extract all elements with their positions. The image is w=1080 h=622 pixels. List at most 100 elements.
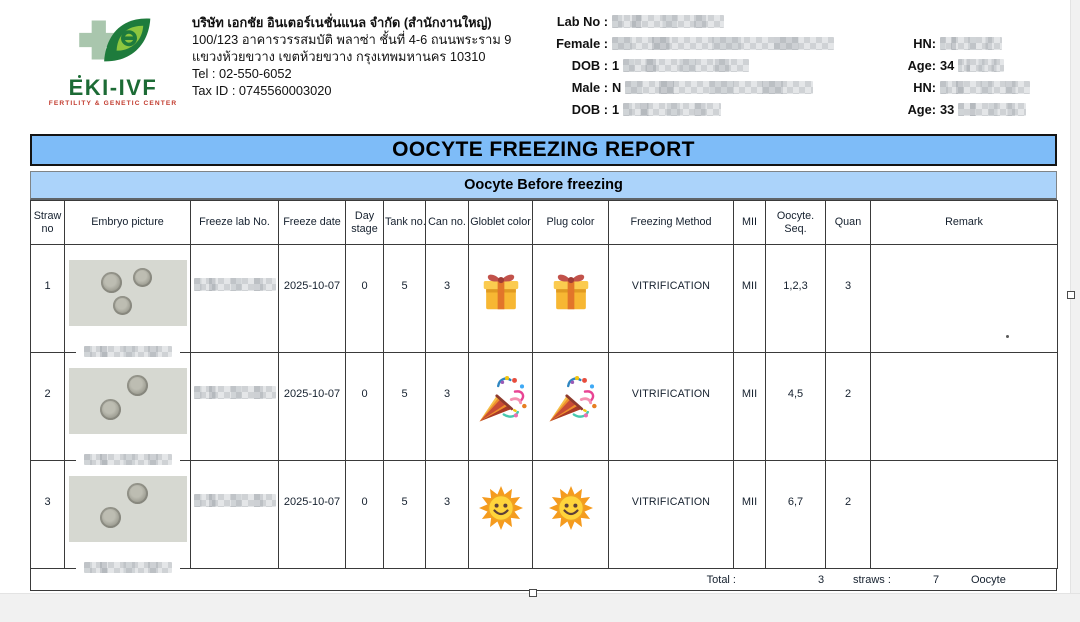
female-dob-redacted <box>623 58 750 72</box>
table-row: 2 2025-10-07 0 5 3 VITRIFICATION MII 4,5 2 <box>30 352 1058 472</box>
male-dob-prefix: 1 <box>612 101 620 117</box>
patient-info-left: Lab No : Female : DOB : 1 Male : N DOB :… <box>540 10 834 120</box>
tank-no-cell: 5 <box>383 460 426 569</box>
oocyte <box>132 268 152 287</box>
mii-cell: MII <box>733 244 766 353</box>
male-dob-redacted <box>623 102 722 116</box>
column-header-freeze-lab-no: Freeze lab No. <box>190 200 279 245</box>
column-header-freezing-method: Freezing Method <box>608 200 734 245</box>
oocyte <box>99 507 121 528</box>
total-straws-value: 3 <box>817 574 825 586</box>
freeze-lab-no-cell <box>190 352 279 461</box>
column-header-oocyte-seq: Oocyte. Seq. <box>765 200 826 245</box>
can-no-cell: 3 <box>425 244 469 353</box>
freeze-lab-no-redacted <box>193 385 276 399</box>
table-row: 1 2025-10-07 0 5 3 VITRIFICATION MII 1,2,3 3 <box>30 244 1058 364</box>
embryo-picture-cell <box>64 244 191 364</box>
freeze-date-cell: 2025-10-07 <box>278 244 346 353</box>
male-name-redacted <box>625 80 814 94</box>
company-tel: Tel : 02-550-6052 <box>192 66 292 81</box>
selection-handle-right[interactable] <box>1067 291 1075 299</box>
quan-cell: 3 <box>825 244 871 353</box>
document-page: EKI-IVF FERTILITY & GENETIC CENTER บริษั… <box>0 0 1070 593</box>
mii-cell: MII <box>733 460 766 569</box>
freeze-date-cell: 2025-10-07 <box>278 352 346 461</box>
sun-icon <box>477 484 525 532</box>
female-age-redacted <box>958 58 1005 72</box>
embryo-photo <box>68 476 187 542</box>
selection-handle-bottom[interactable] <box>529 589 537 597</box>
photo-caption-redacted <box>75 554 180 580</box>
photo-caption-redacted <box>75 338 180 364</box>
female-hn-row: HN: <box>878 32 1030 54</box>
report-title-bar: OOCYTE FREEZING REPORT <box>30 134 1057 166</box>
brand-dot <box>78 75 81 78</box>
plug-color-cell <box>532 244 609 353</box>
lab-no-value-redacted <box>612 14 724 28</box>
lab-no-row: Lab No : <box>540 10 834 32</box>
company-info: บริษัท เอกชัย อินเตอร์เนชั่นแนล จำกัด (ส… <box>192 14 544 99</box>
male-name-prefix: N <box>612 79 622 95</box>
day-stage-cell: 0 <box>345 244 384 353</box>
gift-icon <box>478 269 524 315</box>
oocyte <box>100 272 122 293</box>
oocyte-seq-cell: 6,7 <box>765 460 826 569</box>
male-hn-redacted <box>940 80 1030 94</box>
embryo-photo <box>68 260 187 326</box>
female-row: Female : <box>540 32 834 54</box>
tank-no-cell: 5 <box>383 352 426 461</box>
male-age-label: Age: <box>907 101 936 117</box>
female-hn-label: HN: <box>913 35 936 51</box>
viewer-bottom-margin <box>0 593 1080 622</box>
straw-no-cell: 2 <box>30 352 65 461</box>
embryo-photo <box>68 368 187 434</box>
redacted-text <box>83 453 172 465</box>
column-header-quan: Quan <box>825 200 871 245</box>
quan-cell: 2 <box>825 352 871 461</box>
can-no-cell: 3 <box>425 460 469 569</box>
gift-icon <box>548 269 594 315</box>
column-header-mii: MII <box>733 200 766 245</box>
quan-cell: 2 <box>825 460 871 569</box>
total-row: Total : 3 straws : 7 Oocyte <box>30 569 1057 591</box>
column-header-tank-no: Tank no. <box>383 200 426 245</box>
column-header-straw-no: Straw no <box>30 200 65 245</box>
company-tax-id: Tax ID : 0745560003020 <box>192 83 332 98</box>
freeze-lab-no-redacted <box>193 277 276 291</box>
female-label: Female : <box>556 35 608 51</box>
freeze-lab-no-cell <box>190 244 279 353</box>
female-name-redacted <box>612 36 834 50</box>
freezing-method-cell: VITRIFICATION <box>608 352 734 461</box>
logo-leaf-cross-icon <box>79 18 151 62</box>
column-header-remark: Remark <box>870 200 1058 245</box>
globlet-color-cell <box>468 352 533 461</box>
total-label: Total : <box>706 574 736 586</box>
column-header-globlet-color: Globlet color <box>468 200 533 245</box>
plug-color-cell <box>532 460 609 569</box>
party-popper-icon <box>543 372 599 428</box>
straw-no-cell: 3 <box>30 460 65 569</box>
clinic-logo: EKI-IVF FERTILITY & GENETIC CENTER <box>42 8 184 107</box>
redacted-text <box>83 561 172 573</box>
sun-icon <box>547 484 595 532</box>
male-dob-label: DOB : <box>571 101 608 117</box>
table-row: 3 2025-10-07 0 5 3 VITRIFICATION MII 6,7 2 <box>30 460 1058 580</box>
freeze-lab-no-cell <box>190 460 279 569</box>
oocyte <box>112 296 132 315</box>
column-header-freeze-date: Freeze date <box>278 200 346 245</box>
mii-cell: MII <box>733 352 766 461</box>
female-age-value: 34 <box>940 57 955 73</box>
can-no-cell: 3 <box>425 352 469 461</box>
oocyte-seq-cell: 4,5 <box>765 352 826 461</box>
lab-no-label: Lab No : <box>556 13 608 29</box>
male-hn-row: HN: <box>878 76 1030 98</box>
male-age-row: Age: 33 <box>878 98 1030 120</box>
freeze-lab-no-redacted <box>193 493 276 507</box>
brand-tagline: FERTILITY & GENETIC CENTER <box>48 100 178 107</box>
plug-color-cell <box>532 352 609 461</box>
company-address-line1: 100/123 อาคารวรรสมบัติ พลาซ่า ชั้นที่ 4-… <box>192 32 512 47</box>
party-popper-icon <box>473 372 529 428</box>
globlet-color-cell <box>468 460 533 569</box>
male-age-value: 33 <box>940 101 955 117</box>
